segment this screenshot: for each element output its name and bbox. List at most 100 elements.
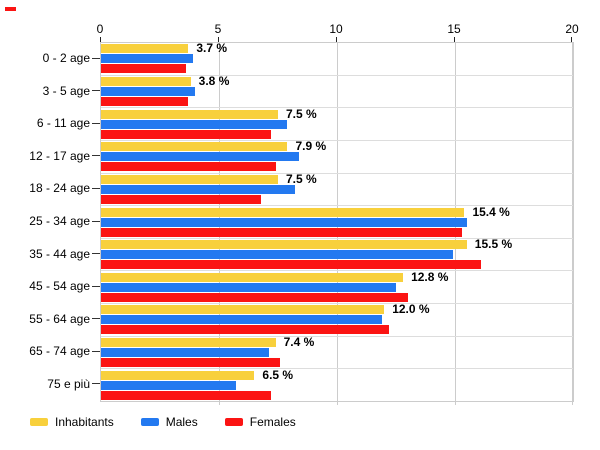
bar-inhabitants — [101, 76, 191, 86]
y-tick-mark — [92, 285, 100, 287]
bar-males — [101, 282, 396, 292]
bar-value-label: 6.5 % — [262, 367, 294, 382]
bar-inhabitants — [101, 109, 278, 119]
legend-item-males: Males — [140, 415, 198, 429]
y-tick-mark — [92, 187, 100, 189]
y-axis-row: 65 - 74 age — [0, 335, 100, 368]
bar-rows: 3.7 % 3.8 % 7.5 % 7.9 % 7.5 % 15.4 % 15.5 % 12.… — [101, 41, 573, 401]
category-label: 12 - 17 age — [29, 148, 90, 163]
y-axis-row: 55 - 64 age — [0, 302, 100, 335]
category-label: 6 - 11 age — [36, 116, 90, 131]
x-tick-label: 15 — [447, 22, 461, 36]
legend-swatch — [30, 418, 48, 426]
y-tick-mark — [92, 318, 100, 320]
y-tick-mark — [92, 90, 100, 92]
bar-males — [101, 348, 269, 358]
bar-males — [101, 315, 382, 325]
y-tick-mark — [92, 350, 100, 352]
y-axis-row: 75 e più — [0, 367, 100, 400]
legend-swatch — [140, 418, 159, 426]
category-row: 7.5 % — [101, 108, 573, 141]
y-tick-mark — [92, 253, 100, 255]
bar-value-label: 12.0 % — [392, 302, 430, 317]
y-axis-labels: 0 - 2 age 3 - 5 age 6 - 11 age 12 - 17 age 1… — [0, 42, 100, 400]
y-tick-mark — [92, 57, 100, 59]
category-row: 15.4 % — [101, 206, 573, 239]
category-label: 55 - 64 age — [29, 311, 90, 326]
bar-inhabitants — [101, 174, 278, 184]
category-row: 7.4 % — [101, 335, 573, 370]
bar-males — [101, 380, 236, 390]
x-tick-mark — [100, 37, 101, 42]
bar-value-label: 3.7 % — [196, 41, 227, 56]
bar-females — [101, 390, 271, 400]
y-axis-row: 0 - 2 age — [0, 42, 100, 75]
legend-item-females: Females — [224, 415, 296, 429]
bar-females — [101, 96, 189, 106]
legend: Inhabitants Males Females — [30, 414, 323, 430]
category-label: 35 - 44 age — [29, 246, 90, 261]
legend-swatch — [224, 418, 243, 426]
category-row: 12.0 % — [101, 302, 573, 337]
category-row: 3.8 % — [101, 73, 573, 109]
bar-females — [101, 194, 262, 204]
x-tick-label: 10 — [329, 22, 343, 36]
bar-inhabitants — [101, 142, 288, 152]
category-label: 3 - 5 age — [42, 83, 90, 98]
x-axis: 0 5 10 15 20 — [96, 0, 579, 42]
bar-females — [101, 64, 186, 74]
bar-value-label: 7.5 % — [286, 171, 317, 186]
bar-value-label: 7.5 % — [286, 106, 317, 121]
category-row: 7.9 % — [101, 139, 573, 174]
bar-females — [101, 227, 463, 237]
legend-label: Inhabitants — [55, 415, 114, 429]
bar-females — [101, 260, 481, 270]
bar-males — [101, 217, 467, 227]
bar-males — [101, 184, 295, 194]
bar-value-label: 7.9 % — [295, 139, 327, 154]
bar-inhabitants — [101, 240, 467, 250]
y-axis-row: 45 - 54 age — [0, 270, 100, 303]
x-tick-mark — [571, 37, 572, 42]
bar-inhabitants — [101, 44, 189, 54]
y-tick-mark — [92, 220, 100, 222]
category-row: 6.5 % — [101, 369, 573, 401]
bar-value-label: 7.4 % — [283, 335, 315, 350]
bar-females — [101, 162, 276, 172]
category-label: 25 - 34 age — [29, 214, 90, 228]
bar-inhabitants — [101, 272, 404, 282]
bar-females — [101, 292, 408, 302]
bar-inhabitants — [101, 207, 465, 217]
bar-inhabitants — [101, 370, 255, 380]
legend-item-inhabitants: Inhabitants — [30, 415, 114, 429]
x-tick-label: 20 — [565, 22, 579, 36]
category-row: 12.8 % — [101, 269, 573, 305]
bar-inhabitants — [101, 338, 276, 348]
bar-males — [101, 152, 300, 162]
x-tick-label: 5 — [214, 22, 222, 36]
x-tick-label: 0 — [96, 22, 104, 36]
category-label: 0 - 2 age — [42, 51, 90, 66]
x-tick-mark — [454, 37, 455, 42]
y-axis-row: 25 - 34 age — [0, 205, 100, 238]
category-label: 45 - 54 age — [29, 279, 90, 294]
y-axis-row: 6 - 11 age — [0, 107, 100, 140]
y-axis-row: 12 - 17 age — [0, 140, 100, 173]
bar-males — [101, 250, 453, 260]
bar-females — [101, 129, 271, 139]
bar-value-label: 15.4 % — [472, 204, 510, 219]
category-label: 75 e più — [47, 376, 90, 391]
legend-label: Females — [249, 415, 296, 429]
category-row: 7.5 % — [101, 171, 573, 207]
x-tick-mark — [336, 37, 337, 42]
bar-females — [101, 325, 389, 335]
x-tick-mark — [218, 37, 219, 42]
y-axis-row: 35 - 44 age — [0, 237, 100, 270]
category-row: 15.5 % — [101, 238, 573, 272]
y-axis-row: 3 - 5 age — [0, 75, 100, 108]
y-axis-row: 18 - 24 age — [0, 172, 100, 205]
y-tick-mark — [92, 122, 100, 124]
y-tick-mark — [92, 383, 100, 385]
bar-value-label: 3.8 % — [198, 73, 230, 88]
bar-value-label: 12.8 % — [411, 269, 449, 284]
